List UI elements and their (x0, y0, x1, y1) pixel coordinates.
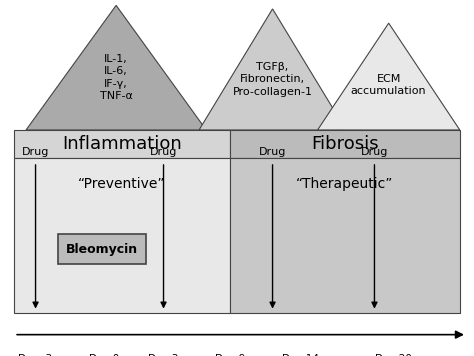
Text: Drug: Drug (150, 147, 177, 157)
Text: Day 0: Day 0 (89, 354, 119, 356)
Text: Day 20…: Day 20… (374, 354, 422, 356)
Text: Drug: Drug (22, 147, 49, 157)
Text: ……: …… (186, 354, 207, 356)
Text: Drug: Drug (361, 147, 388, 157)
Text: Day 3: Day 3 (148, 354, 179, 356)
Text: Day 9: Day 9 (215, 354, 245, 356)
Text: ECM
accumulation: ECM accumulation (351, 74, 427, 96)
Text: Fibrosis: Fibrosis (311, 135, 379, 153)
Text: Day -3: Day -3 (18, 354, 53, 356)
Polygon shape (199, 9, 346, 130)
Text: ………: ……… (250, 354, 281, 356)
Bar (14, 158, 230, 313)
Polygon shape (26, 5, 206, 130)
Bar (230, 158, 460, 313)
Text: ……: …… (60, 354, 80, 356)
Text: “Preventive”: “Preventive” (78, 177, 166, 191)
Text: TGFβ,
Fibronectin,
Pro-collagen-1: TGFβ, Fibronectin, Pro-collagen-1 (233, 62, 312, 96)
Text: Drug: Drug (259, 147, 286, 157)
Bar (230, 130, 460, 158)
Text: Inflammation: Inflammation (62, 135, 182, 153)
Text: Bleomycin: Bleomycin (66, 243, 138, 256)
Text: “Therapeutic”: “Therapeutic” (296, 177, 393, 191)
Text: ……………: …………… (324, 354, 375, 356)
Text: Day 14: Day 14 (283, 354, 319, 356)
Text: ………: ……… (118, 354, 149, 356)
FancyBboxPatch shape (58, 234, 146, 264)
Polygon shape (318, 23, 460, 130)
Bar (14, 130, 230, 158)
Text: IL-1,
IL-6,
IF-γ,
TNF-α: IL-1, IL-6, IF-γ, TNF-α (100, 54, 133, 101)
